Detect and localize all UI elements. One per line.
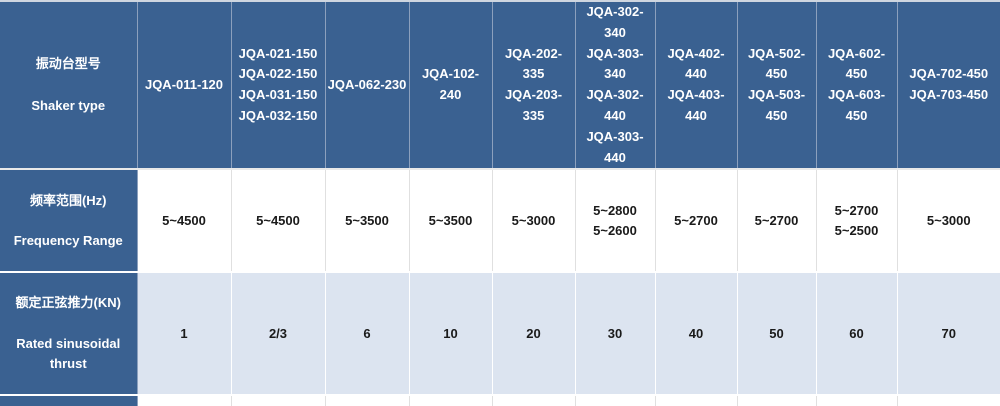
header-model-cell: JQA-102-240: [409, 2, 493, 171]
header-model-cell: JQA-202-335 JQA-203-335: [492, 2, 576, 171]
value-cell: 5~3500: [325, 169, 410, 274]
value-cell: 70: [897, 272, 1000, 396]
row-label: 频率范围(Hz) Frequency Range: [0, 169, 138, 274]
corner-label-zh: 振动台型号: [35, 55, 101, 71]
row-label-zh: 频率范围(Hz): [29, 192, 107, 208]
row-label: 额定正弦推力(KN) Rated sinusoidal thrust: [0, 272, 138, 396]
value-cell: 6: [325, 272, 410, 396]
header-model-cell: JQA-302-340 JQA-303-340 JQA-302-440 JQA-…: [575, 2, 656, 171]
corner-label-en: Shaker type: [31, 97, 106, 113]
value-cell: 12: [325, 394, 410, 406]
value-cell: 40/60*: [492, 394, 576, 406]
row-label-en: Frequency Range: [13, 232, 123, 248]
value-cell: 5~4500: [137, 169, 232, 274]
header-model-cell: JQA-402-440 JQA-403-440: [655, 2, 738, 171]
value-cell: 5~3500: [409, 169, 493, 274]
value-cell: 100/150*: [737, 394, 817, 406]
value-cell: 60: [816, 272, 898, 396]
value-cell: 30: [575, 272, 656, 396]
value-cell: 40: [655, 272, 738, 396]
header-row: 振动台型号 Shaker type JQA-011-120 JQA-021-15…: [0, 2, 1000, 171]
header-model-cell: JQA-062-230: [325, 2, 410, 171]
value-cell: 1: [137, 272, 232, 396]
value-cell: 60/90*: [575, 394, 656, 406]
value-cell: 20: [492, 272, 576, 396]
value-cell: 80/120*: [655, 394, 738, 406]
corner-cell: 振动台型号 Shaker type: [0, 2, 138, 171]
value-cell: 5~2700 5~2500: [816, 169, 898, 274]
row-frequency-range: 频率范围(Hz) Frequency Range 5~4500 5~4500 5…: [0, 169, 1000, 274]
value-cell: 2/3: [231, 272, 326, 396]
row-rated-thrust: 额定正弦推力(KN) Rated sinusoidal thrust 1 2/3…: [0, 272, 1000, 396]
value-cell: 5~2700: [737, 169, 817, 274]
header-model-cell: JQA-602-450 JQA-603-450: [816, 2, 898, 171]
value-cell: 4/6: [231, 394, 326, 406]
value-cell: 10: [409, 272, 493, 396]
row-label: 冲击激振力(KN) Shock force: [0, 394, 138, 406]
row-label-zh: 额定正弦推力(KN): [15, 295, 121, 311]
row-shock-force: 冲击激振力(KN) Shock force 2 4/6 12 20 40/60*…: [0, 394, 1000, 406]
header-model-cell: JQA-702-450 JQA-703-450: [897, 2, 1000, 171]
value-cell: 120/180*: [816, 394, 898, 406]
value-cell: 20: [409, 394, 493, 406]
value-cell: 50: [737, 272, 817, 396]
value-cell: 140: [897, 394, 1000, 406]
value-cell: 5~2700: [655, 169, 738, 274]
row-label-en: Rated sinusoidal thrust: [16, 335, 121, 371]
value-cell: 5~3000: [897, 169, 1000, 274]
header-model-cell: JQA-021-150 JQA-022-150 JQA-031-150 JQA-…: [231, 2, 326, 171]
value-cell: 5~3000: [492, 169, 576, 274]
header-model-cell: JQA-011-120: [137, 2, 232, 171]
value-cell: 5~4500: [231, 169, 326, 274]
header-model-cell: JQA-502-450 JQA-503-450: [737, 2, 817, 171]
value-cell: 2: [137, 394, 232, 406]
value-cell: 5~2800 5~2600: [575, 169, 656, 274]
